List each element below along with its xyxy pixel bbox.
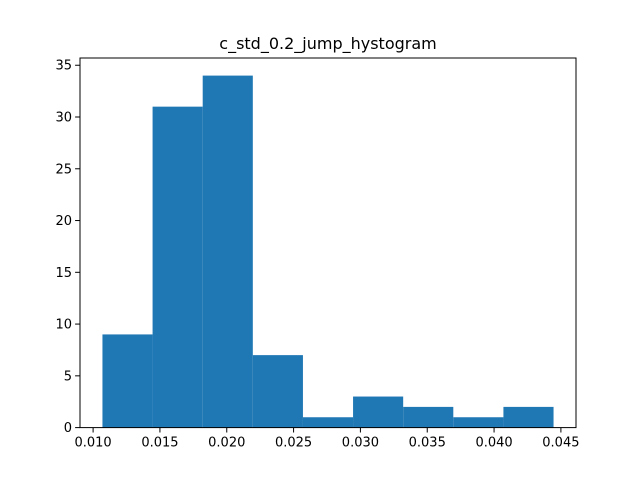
chart-title: c_std_0.2_jump_hystogram xyxy=(219,34,436,54)
histogram-bars xyxy=(102,75,554,428)
histogram-bar xyxy=(302,417,354,428)
x-tick-label: 0.035 xyxy=(409,436,446,451)
histogram-bar xyxy=(252,355,303,428)
histogram-bar xyxy=(403,406,454,428)
plot-frame xyxy=(79,57,577,429)
x-tick-label: 0.045 xyxy=(542,436,579,451)
x-tick-label: 0.030 xyxy=(342,436,379,451)
y-tick-label: 30 xyxy=(55,111,72,126)
x-tick-label: 0.020 xyxy=(208,436,245,451)
y-tick-label: 25 xyxy=(55,162,72,177)
y-axis-ticks: 0 5 10 15 20 25 30 35 xyxy=(55,59,80,436)
histogram-bar xyxy=(102,334,153,428)
x-tick-label: 0.010 xyxy=(74,436,111,451)
x-tick-label: 0.040 xyxy=(475,436,512,451)
histogram-bar xyxy=(353,396,404,428)
x-tick-label: 0.015 xyxy=(141,436,178,451)
histogram-bar xyxy=(503,406,554,428)
histogram-bar xyxy=(453,417,504,428)
y-tick-label: 10 xyxy=(55,318,72,333)
x-axis-ticks: 0.010 0.015 0.020 0.025 0.030 0.035 0.040 0.045 xyxy=(74,427,580,451)
histogram-bar xyxy=(152,106,203,428)
y-tick-label: 35 xyxy=(55,59,72,74)
y-tick-label: 5 xyxy=(64,369,72,384)
y-tick-label: 15 xyxy=(55,266,72,281)
y-tick-label: 20 xyxy=(55,214,72,229)
x-tick-label: 0.025 xyxy=(275,436,312,451)
histogram-bar xyxy=(202,75,253,428)
y-tick-label: 0 xyxy=(64,421,72,436)
